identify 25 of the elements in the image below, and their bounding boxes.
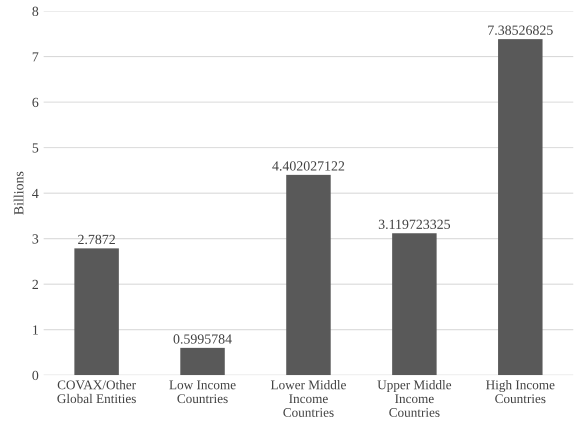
bar [286, 174, 331, 376]
y-tick-label: 2 [32, 280, 38, 289]
y-tick-label: 1 [33, 325, 38, 334]
data-label: 2.7872 [78, 234, 115, 244]
x-tick-label: Upper Middle Income Countries [377, 380, 452, 417]
data-label: 3.119723325 [378, 220, 450, 230]
y-axis-title: Billions [14, 172, 24, 215]
bar [74, 248, 119, 376]
x-tick-label: High Income Countries [486, 380, 554, 404]
y-tick-label: 3 [32, 234, 38, 244]
y-tick-label: 6 [32, 98, 38, 108]
bar [180, 348, 225, 376]
data-label: 7.38526825 [488, 25, 553, 35]
bar [498, 39, 543, 376]
y-tick-label: 4 [32, 188, 39, 198]
y-tick-label: 7 [32, 52, 38, 62]
x-tick-label: COVAX/Other Global Entities [57, 380, 136, 404]
bar [392, 233, 437, 376]
y-tick-label: 5 [32, 143, 38, 153]
y-tick-label: 8 [32, 6, 38, 16]
x-tick-label: Lower Middle Income Countries [270, 380, 346, 417]
x-tick-label: Low Income Countries [169, 380, 236, 404]
y-tick-label: 0 [32, 370, 38, 380]
data-label: 4.402027122 [272, 161, 344, 171]
data-label: 0.5995784 [174, 334, 232, 344]
